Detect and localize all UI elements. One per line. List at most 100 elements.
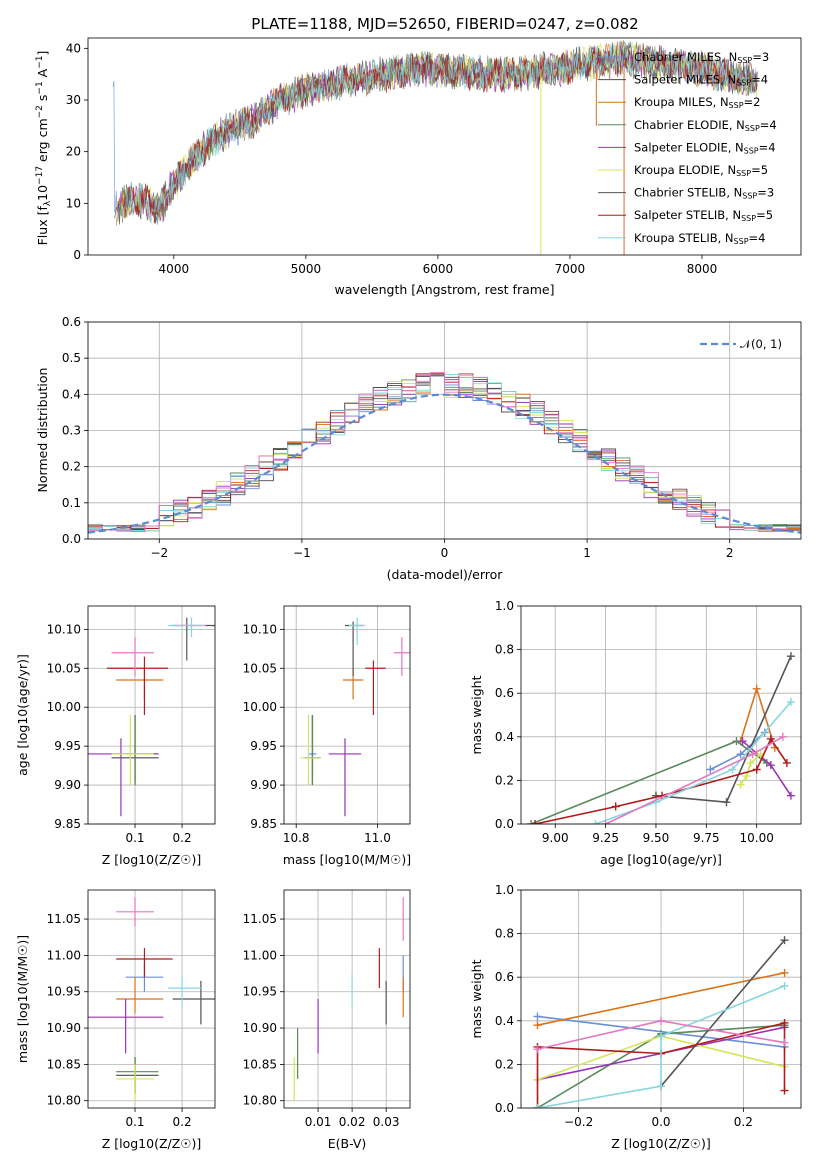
legend-entry: 𝒩(0, 1)	[740, 337, 782, 351]
y-tick-label: 0.0	[495, 817, 514, 831]
legend-text: Chabrier ELODIE, N	[634, 118, 745, 132]
y-tick-label: 10.95	[47, 985, 81, 999]
panel-mass_weight_vs_Z: −0.2 0.0 0.2 0.0 0.2 0.4 0.6 0.8 1.0 Z [log10(Z/Z…	[469, 883, 802, 1151]
data-point	[736, 780, 745, 789]
legend-subscript: SSP	[744, 147, 759, 156]
y-tick-label: 10.10	[243, 622, 277, 636]
axes-frame	[283, 889, 411, 1109]
y-tick-label: 0.8	[495, 643, 514, 657]
y-tick-label: 10.95	[243, 985, 277, 999]
y-tick-label: 0.4	[62, 387, 81, 401]
y-axis-label-part: −2	[35, 105, 45, 118]
panel-mass_vs_ebv: 0.01 0.02 0.03 10.80 10.85 10.90 10.95 11.00 11.…	[243, 889, 411, 1151]
data-point	[752, 765, 761, 774]
series-line	[537, 972, 785, 1026]
legend-entry: Chabrier ELODIE, NSSP=4	[634, 118, 777, 133]
series-line	[660, 939, 786, 1087]
legend-subscript: SSP	[736, 79, 751, 88]
data-point	[657, 1016, 665, 1025]
y-tick-label: 9.85	[54, 817, 81, 831]
data-point	[786, 652, 795, 661]
data-point	[766, 734, 775, 743]
data-point	[736, 750, 745, 759]
data-point	[706, 765, 715, 774]
series-line	[125, 41, 758, 224]
data-point	[748, 750, 757, 759]
y-tick-label: 20	[66, 145, 81, 159]
panel-spectrum: 4000 5000 6000 7000 8000 0 10 20 30 40 wavelength …	[35, 37, 802, 297]
y-axis-label-part: ]	[35, 51, 50, 56]
data-point	[657, 1032, 665, 1041]
data-point	[531, 820, 540, 824]
data-point	[611, 802, 620, 811]
y-axis-label-part: 10	[35, 185, 50, 201]
axes-frame	[87, 605, 216, 825]
x-tick-label: −0.2	[564, 1115, 593, 1129]
axes-frame	[87, 889, 216, 1109]
data-point	[601, 820, 610, 824]
data-point	[786, 697, 795, 706]
x-axis-label: age [log10(age/yr)]	[600, 852, 722, 867]
panel-mass_weight_vs_age: 9.00 9.25 9.50 9.75 10.00 0.0 0.2 0.4 0.6 0.8 1.0 a…	[469, 599, 802, 867]
x-tick-label: 6000	[423, 262, 454, 276]
y-tick-label: 10.90	[47, 1021, 81, 1035]
axes-frame	[520, 889, 802, 1109]
axes-frame	[87, 321, 802, 540]
legend-entry: Kroupa ELODIE, NSSP=5	[634, 163, 768, 178]
plot-area	[533, 936, 789, 1108]
x-tick-label: 10.00	[740, 831, 774, 845]
data-point	[728, 765, 737, 774]
data-point	[782, 758, 791, 767]
x-tick-label: 0.0	[651, 1115, 670, 1129]
legend-count: =4	[749, 231, 766, 245]
data-point	[752, 684, 761, 693]
y-tick-label: 10.80	[47, 1094, 81, 1108]
data-point	[780, 968, 789, 977]
legend-subscript: SSP	[741, 215, 756, 224]
x-tick-label: 8000	[687, 262, 718, 276]
legend-text: Kroupa STELIB, N	[634, 231, 734, 245]
y-tick-label: 11.00	[243, 948, 277, 962]
x-tick-label: 0.01	[305, 1115, 332, 1129]
y-tick-label: 9.90	[54, 778, 81, 792]
legend-entry: Chabrier MILES, NSSP=3	[634, 50, 769, 65]
y-axis-label: mass weight	[469, 675, 484, 754]
y-tick-label: 10.00	[47, 700, 81, 714]
legend-entry: Kroupa MILES, NSSP=2	[634, 95, 760, 110]
y-axis-label-part: −1	[35, 56, 45, 69]
y-tick-label: 10.00	[243, 700, 277, 714]
y-tick-label: 10	[66, 196, 81, 210]
series-line	[123, 43, 758, 223]
data-point	[766, 761, 775, 770]
y-tick-label: 0.4	[495, 1014, 514, 1028]
y-tick-label: 30	[66, 93, 81, 107]
y-tick-label: 0.0	[62, 532, 81, 546]
y-tick-label: 0.3	[62, 424, 81, 438]
y-tick-label: 1.0	[495, 599, 514, 613]
panel-mass_vs_Z: 0.1 0.2 10.80 10.85 10.90 10.95 11.00 11.05 Z [l…	[15, 889, 216, 1151]
x-axis-label: wavelength [Angstrom, rest frame]	[334, 282, 554, 297]
x-axis-label: (data-model)/error	[387, 567, 504, 582]
plot-area	[88, 617, 215, 817]
legend-entry: Kroupa STELIB, NSSP=4	[634, 231, 765, 246]
y-axis-label-part: λ	[43, 200, 53, 206]
series-line	[530, 740, 768, 824]
y-axis-label: mass [log10(M/M☉)]	[15, 935, 30, 1063]
data-point	[780, 1086, 789, 1095]
y-tick-label: 0.6	[495, 686, 514, 700]
legend-count: =3	[757, 186, 774, 200]
plot-area	[293, 897, 404, 1101]
legend-text: Salpeter STELIB, N	[634, 208, 741, 222]
x-tick-label: 2	[726, 546, 734, 560]
legend-subscript: SSP	[745, 124, 760, 133]
y-tick-label: 9.95	[250, 739, 277, 753]
data-point	[591, 820, 600, 824]
y-tick-label: 10.10	[47, 622, 81, 636]
legend-text: Salpeter ELODIE, N	[634, 140, 744, 154]
x-tick-label: 4000	[159, 262, 190, 276]
y-tick-label: 40	[66, 41, 81, 55]
data-point	[722, 798, 731, 807]
x-tick-label: 0.2	[173, 1115, 192, 1129]
legend-count: =3	[752, 50, 769, 64]
